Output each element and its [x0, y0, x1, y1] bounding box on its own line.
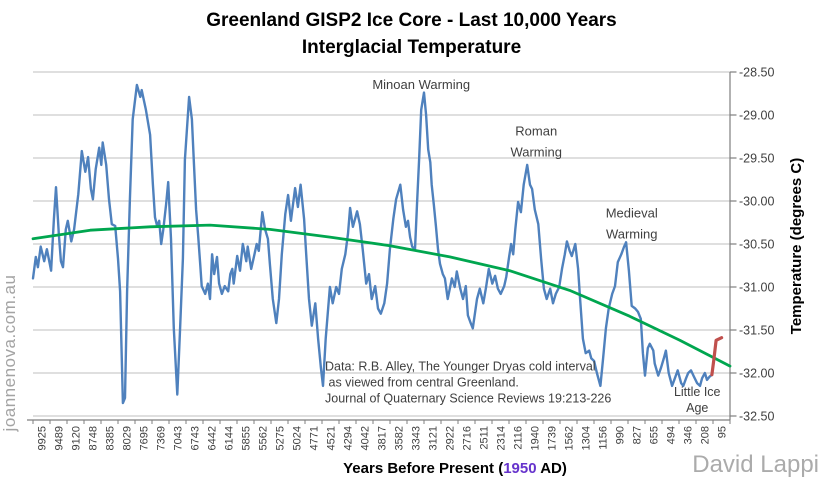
y-tick-label: -30.50	[739, 238, 774, 252]
x-tick-label: 1562	[564, 426, 576, 450]
x-tick-label: 7695	[139, 426, 151, 450]
x-tick-label: 5275	[275, 426, 287, 450]
x-tick-label: 827	[632, 426, 644, 444]
x-tick-label: 7369	[156, 426, 168, 450]
x-tick-label: 5855	[241, 426, 253, 450]
annotation-little-ice-age-line1: Little Ice	[674, 385, 721, 399]
x-tick-label: 1304	[581, 426, 593, 450]
credit-david-lappi: David Lappi	[692, 451, 819, 478]
x-axis-title-prefix: Years Before Present (	[343, 460, 504, 477]
x-tick-label: 9120	[71, 426, 83, 450]
y-tick-label: -32.00	[739, 367, 774, 381]
x-tick-label: 4521	[326, 426, 338, 450]
x-tick-label: 2314	[496, 426, 508, 450]
x-tick-label: 494	[666, 426, 678, 444]
x-tick-label: 8029	[122, 426, 134, 450]
x-tick-label: 9925	[37, 426, 49, 450]
annotation-little-ice-age-line2: Age	[686, 401, 708, 415]
x-tick-label: 6442	[207, 426, 219, 450]
series-trend-line	[31, 223, 732, 368]
x-tick-label: 4294	[343, 426, 355, 450]
x-tick-label: 7043	[173, 426, 185, 450]
x-tick-label: 1156	[598, 426, 610, 450]
y-tick-label: -31.00	[739, 281, 774, 295]
annotation-minoan-line1: Minoan Warming	[372, 77, 470, 92]
y-tick-label: -28.50	[739, 66, 774, 80]
x-tick-label: 1940	[530, 426, 542, 450]
x-tick-label: 9489	[54, 426, 66, 450]
annotation-citation: Data: R.B. Alley, The Younger Dryas cold…	[325, 359, 611, 405]
annotation-citation-line3: Journal of Quaternary Science Reviews 19…	[325, 391, 611, 405]
y-tick-label: -30.00	[739, 195, 774, 209]
x-axis-title: Years Before Present (1950 AD)	[290, 460, 620, 477]
annotation-minoan: Minoan Warming	[372, 77, 470, 92]
x-tick-label: 3343	[411, 426, 423, 450]
x-tick-label: 8385	[105, 426, 117, 450]
annotation-roman-line2: Warming	[510, 145, 562, 160]
y-tick-label: -29.50	[739, 152, 774, 166]
x-axis-title-year: 1950	[503, 460, 537, 477]
annotation-citation-line1: Data: R.B. Alley, The Younger Dryas cold…	[325, 359, 596, 373]
annotation-medieval: Medieval Warming	[606, 205, 658, 241]
x-tick-label: 4771	[309, 426, 321, 450]
x-tick-label: 2716	[462, 426, 474, 450]
x-tick-label: 1739	[547, 426, 559, 450]
x-tick-label: 6743	[190, 426, 202, 450]
annotation-roman: Roman Warming	[510, 124, 562, 160]
x-tick-label: 208	[700, 426, 712, 444]
series-recent-warming-line	[710, 336, 724, 377]
x-tick-label: 3121	[428, 426, 440, 450]
chart-title-line2: Interglacial Temperature	[301, 37, 522, 58]
x-tick-label: 5562	[258, 426, 270, 450]
annotation-citation-line2: as viewed from central Greenland.	[325, 375, 519, 389]
y-tick-label: -31.50	[739, 324, 774, 338]
annotation-medieval-line1: Medieval	[606, 205, 658, 220]
x-tick-label: 3817	[377, 426, 389, 450]
y-tick-label: -32.50	[739, 410, 774, 424]
x-tick-label: 3582	[394, 426, 406, 450]
x-tick-label: 655	[649, 426, 661, 444]
x-tick-label: 2116	[513, 426, 525, 450]
y-tick-label: -29.00	[739, 109, 774, 123]
x-tick-label: 2511	[479, 426, 491, 450]
annotation-little-ice-age: Little Ice Age	[674, 385, 721, 415]
chart-title-line1: Greenland GISP2 Ice Core - Last 10,000 Y…	[206, 10, 617, 31]
series-temperature-line	[31, 83, 714, 405]
x-tick-label: 8748	[88, 426, 100, 450]
x-tick-label: 5024	[292, 426, 304, 450]
annotation-roman-line1: Roman	[515, 124, 557, 139]
x-tick-label: 6144	[224, 426, 236, 450]
watermark-joannenova: joannenova.com.au	[0, 274, 19, 432]
annotation-medieval-line2: Warming	[606, 226, 658, 241]
x-tick-label: 346	[683, 426, 695, 444]
x-tick-label: 2922	[445, 426, 457, 450]
chart-title: Greenland GISP2 Ice Core - Last 10,000 Y…	[0, 7, 823, 61]
x-tick-label: 4042	[360, 426, 372, 450]
x-axis-title-suffix: AD)	[536, 460, 567, 477]
x-tick-label: 95	[717, 426, 729, 438]
x-tick-label: 990	[615, 426, 627, 444]
y-axis-title: Temperature (degrees C)	[788, 157, 805, 335]
